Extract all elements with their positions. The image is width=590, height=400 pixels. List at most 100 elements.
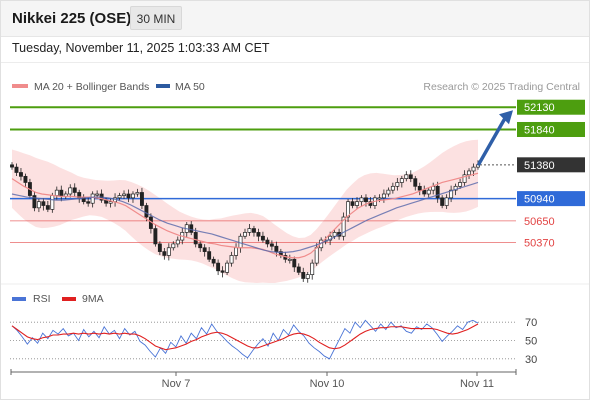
x-axis: Nov 7 Nov 10 Nov 11	[10, 369, 517, 390]
resistance-value-51840: 51840	[524, 124, 555, 136]
candle-body	[131, 193, 135, 199]
candle-body	[86, 201, 91, 204]
candle-body	[126, 193, 131, 199]
candle-body	[157, 243, 162, 252]
rsi-ma-line	[11, 323, 479, 351]
forecast-arrow	[477, 110, 513, 166]
candle-body	[247, 228, 252, 233]
candle-body	[305, 274, 310, 279]
rsi-line	[11, 319, 479, 360]
candle-body	[189, 224, 194, 233]
x-tick-label-1: Nov 10	[310, 378, 345, 390]
header-divider	[0, 62, 590, 63]
candle-body	[341, 216, 346, 237]
candle-body	[386, 189, 391, 195]
candle-body	[117, 195, 122, 199]
candle-body	[422, 189, 427, 195]
candle-body	[413, 178, 418, 187]
candle-body	[10, 164, 14, 168]
candle-body	[399, 178, 404, 183]
candle-body	[41, 201, 46, 206]
last-price-value: 51380	[524, 160, 555, 172]
candlesticks	[10, 160, 480, 283]
resistance-value-52130: 52130	[524, 102, 555, 114]
candle-body	[220, 270, 225, 273]
credit-text: Research © 2025 Trading Central	[423, 81, 580, 93]
legend-label-rsi: RSI	[33, 293, 51, 305]
candle-body	[68, 187, 73, 195]
legend-swatch-ma50	[156, 84, 170, 88]
candle-body	[269, 243, 274, 247]
main-legend: MA 20 + Bollinger Bands MA 50 Research ©…	[12, 81, 580, 93]
candle-body	[77, 192, 82, 199]
candle-body	[211, 258, 216, 264]
candle-body	[54, 189, 59, 196]
candle-body	[287, 258, 292, 261]
candle-body	[23, 175, 28, 183]
support-value-50650: 50650	[524, 216, 555, 228]
candle-body	[252, 228, 256, 233]
candle-body	[207, 251, 212, 260]
candle-body	[153, 228, 158, 245]
candle-body	[426, 189, 431, 195]
candle-body	[162, 251, 167, 256]
ma50-line	[11, 181, 479, 253]
legend-swatch-9ma	[62, 297, 76, 301]
candle-body	[256, 232, 261, 237]
candle-body	[274, 245, 279, 252]
interval-button[interactable]: 30 MIN	[130, 6, 182, 30]
last-price-tag	[517, 157, 585, 173]
instrument-title: Nikkei 225 (OSE)	[12, 10, 132, 27]
candle-body	[471, 166, 476, 172]
candle-body	[408, 174, 413, 179]
x-tick-label-2: Nov 11	[460, 378, 494, 390]
bollinger-bands	[12, 139, 478, 284]
candle-body	[225, 262, 230, 273]
pivot-value: 50940	[524, 194, 555, 206]
rsi-tick-50: 50	[525, 336, 537, 348]
candle-body	[359, 197, 364, 203]
candle-body	[435, 185, 440, 199]
candle-body	[50, 195, 55, 210]
candle-body	[234, 247, 238, 256]
candle-body	[292, 258, 297, 268]
candle-body	[296, 266, 301, 273]
candle-body	[364, 197, 368, 203]
candle-body	[449, 189, 454, 199]
candle-body	[59, 189, 64, 197]
candle-body	[417, 185, 422, 191]
bollinger-fill	[12, 139, 478, 284]
candle-body	[19, 172, 23, 177]
candle-body	[95, 193, 100, 196]
candle-body	[193, 232, 198, 245]
timestamp: Tuesday, November 11, 2025 1:03:33 AM CE…	[12, 41, 270, 55]
candle-body	[444, 197, 449, 206]
candle-body	[467, 170, 471, 176]
candle-body	[332, 232, 337, 237]
candle-body	[346, 201, 351, 218]
candle-body	[171, 243, 176, 249]
candle-body	[72, 187, 77, 193]
candle-body	[166, 247, 171, 256]
candle-body	[36, 201, 41, 209]
candle-body	[440, 197, 445, 206]
price-tags: 52130 51840 51380 50940 50650 50370	[517, 99, 585, 249]
resistance-tag-52130	[517, 99, 585, 115]
arrow-head	[499, 110, 513, 125]
candle-body	[301, 271, 306, 279]
rsi-panel: 70 50 30	[10, 317, 537, 366]
candle-body	[390, 185, 395, 191]
rsi-tick-30: 30	[525, 354, 537, 366]
candle-body	[453, 185, 458, 191]
moving-averages	[11, 172, 479, 259]
candle-body	[198, 243, 203, 249]
legend-label-ma20: MA 20 + Bollinger Bands	[34, 81, 149, 93]
rsi-legend: RSI 9MA	[12, 293, 104, 305]
candle-body	[144, 205, 149, 218]
resistance-tag-51840	[517, 121, 585, 137]
candle-body	[350, 201, 355, 206]
candle-body	[377, 197, 382, 200]
candle-body	[355, 201, 359, 206]
candle-body	[462, 174, 467, 183]
